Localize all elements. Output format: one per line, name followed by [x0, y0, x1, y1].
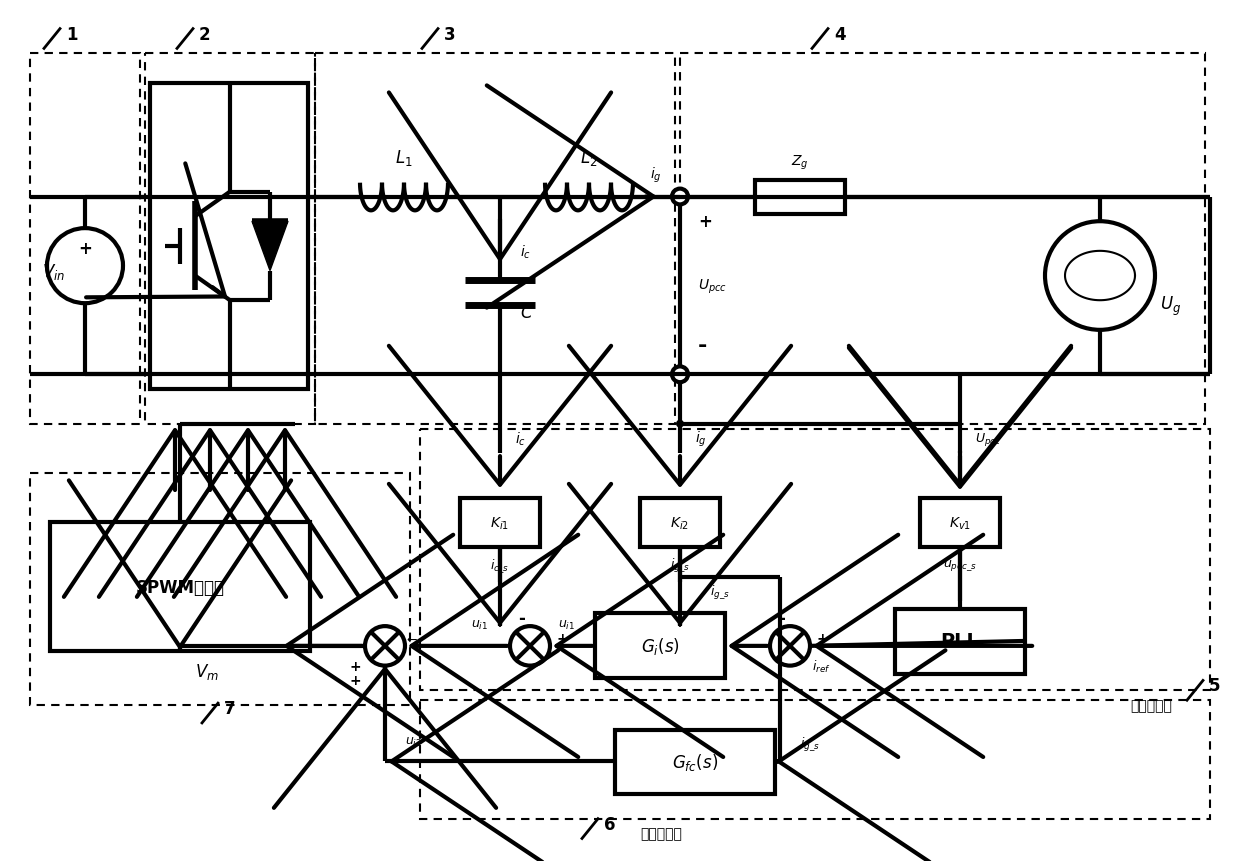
Text: -: -: [698, 335, 707, 356]
Text: $Z_g$: $Z_g$: [791, 153, 808, 172]
Text: $i_g$: $i_g$: [694, 430, 707, 449]
Text: $V_m$: $V_m$: [195, 660, 219, 681]
Text: $i_c$: $i_c$: [520, 243, 531, 260]
Text: $i_{c\_s}$: $i_{c\_s}$: [491, 556, 510, 574]
Bar: [420, 700, 1210, 819]
Text: 1: 1: [66, 26, 77, 44]
Text: $K_{i2}$: $K_{i2}$: [671, 515, 689, 531]
Circle shape: [365, 627, 405, 666]
Text: 3: 3: [444, 26, 455, 44]
Text: +: +: [350, 673, 361, 688]
Bar: [920, 499, 999, 548]
Text: $i_{ref}$: $i_{ref}$: [812, 658, 831, 674]
Circle shape: [47, 229, 123, 304]
Text: $K_{v1}$: $K_{v1}$: [949, 515, 971, 531]
Text: $G_i(s)$: $G_i(s)$: [641, 635, 680, 657]
Polygon shape: [252, 222, 288, 271]
Text: +: +: [556, 631, 568, 645]
Circle shape: [672, 189, 688, 205]
Bar: [30, 54, 140, 424]
Circle shape: [676, 420, 684, 428]
Text: $\leftarrow$: $\leftarrow$: [404, 632, 418, 645]
Circle shape: [770, 627, 810, 666]
Text: SPWM生成器: SPWM生成器: [135, 578, 224, 596]
Bar: [615, 730, 775, 794]
Text: 电流控制器: 电流控制器: [1130, 698, 1172, 712]
Text: $U_{pcc}$: $U_{pcc}$: [698, 277, 727, 295]
Text: 4: 4: [835, 26, 846, 44]
Text: $u_{pcc\_s}$: $u_{pcc\_s}$: [944, 558, 977, 573]
Text: +: +: [78, 239, 92, 257]
Text: $i_{g\_s}$: $i_{g\_s}$: [670, 556, 689, 574]
Bar: [755, 181, 844, 215]
Text: +: +: [350, 659, 361, 672]
Text: $i_c$: $i_c$: [515, 430, 526, 448]
Text: 相位补偿器: 相位补偿器: [640, 827, 682, 840]
Text: 2: 2: [198, 26, 211, 44]
Text: $C$: $C$: [520, 304, 533, 322]
Circle shape: [510, 627, 551, 666]
Circle shape: [672, 367, 688, 383]
Text: $u_{i2}$: $u_{i2}$: [405, 735, 422, 748]
Text: PLL: PLL: [941, 632, 980, 651]
Text: $i_g$: $i_g$: [650, 166, 662, 185]
Text: $U_g$: $U_g$: [1159, 294, 1182, 318]
Text: $L_2$: $L_2$: [580, 148, 598, 168]
Text: $U_{pcc}$: $U_{pcc}$: [975, 430, 1001, 448]
Text: $K_{i1}$: $K_{i1}$: [491, 515, 510, 531]
Text: -: -: [518, 610, 526, 628]
Circle shape: [1045, 222, 1154, 331]
Text: 5: 5: [1209, 677, 1220, 695]
Bar: [30, 474, 410, 705]
Bar: [50, 523, 310, 651]
Text: +: +: [816, 631, 827, 645]
Text: $G_{fc}(s)$: $G_{fc}(s)$: [672, 751, 718, 772]
Text: $i_{g\_s}$: $i_{g\_s}$: [800, 734, 820, 753]
Bar: [315, 54, 675, 424]
Text: $V_{in}$: $V_{in}$: [42, 261, 66, 282]
Text: $i_{g\_s}$: $i_{g\_s}$: [711, 583, 730, 601]
Text: 6: 6: [604, 815, 615, 833]
Text: +: +: [698, 213, 712, 231]
Text: $u_{i1}$: $u_{i1}$: [558, 618, 575, 631]
Text: -: -: [779, 610, 785, 628]
Bar: [145, 54, 315, 424]
Bar: [420, 429, 1210, 691]
Text: 7: 7: [224, 699, 236, 717]
Text: $u_{i1}$: $u_{i1}$: [471, 618, 489, 631]
Bar: [595, 614, 725, 678]
Bar: [895, 610, 1025, 674]
Bar: [460, 499, 539, 548]
Bar: [680, 54, 1205, 424]
Bar: [150, 84, 308, 390]
Bar: [640, 499, 720, 548]
Text: $L_1$: $L_1$: [396, 148, 413, 168]
